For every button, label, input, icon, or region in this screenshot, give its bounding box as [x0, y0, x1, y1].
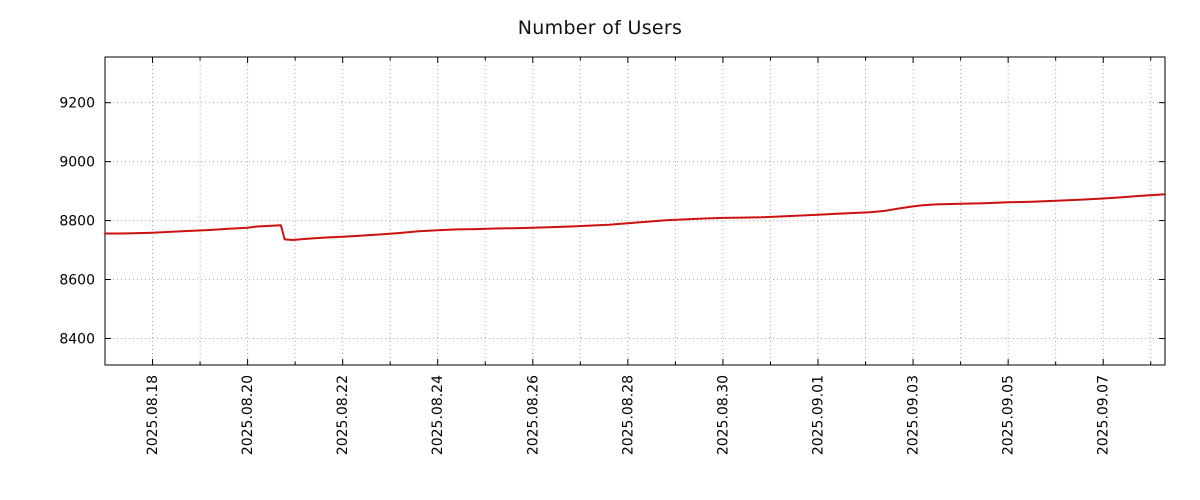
x-tick-label: 2025.08.28	[620, 375, 636, 455]
y-tick-label: 9000	[59, 155, 95, 171]
x-tick-label: 2025.09.03	[906, 375, 922, 455]
series-line-users	[104, 193, 1166, 241]
x-tick-label: 2025.08.26	[525, 375, 541, 455]
x-tick-label: 2025.09.05	[1001, 375, 1017, 455]
y-tick-label: 8400	[59, 331, 95, 347]
y-tick-label: 8800	[59, 214, 95, 230]
x-tick-label: 2025.08.18	[145, 375, 161, 455]
x-tick-label: 2025.08.30	[715, 375, 731, 455]
x-tick-label: 2025.08.22	[335, 375, 351, 455]
x-tick-label: 2025.08.24	[430, 375, 446, 455]
x-tick-label: 2025.09.01	[811, 375, 827, 455]
x-tick-label: 2025.09.07	[1096, 375, 1112, 455]
chart-title: Number of Users	[517, 17, 683, 39]
x-tick-label: 2025.08.20	[240, 375, 256, 455]
y-tick-label: 9200	[59, 96, 95, 112]
y-tick-label: 8600	[59, 273, 95, 289]
plot-border	[104, 56, 1166, 366]
